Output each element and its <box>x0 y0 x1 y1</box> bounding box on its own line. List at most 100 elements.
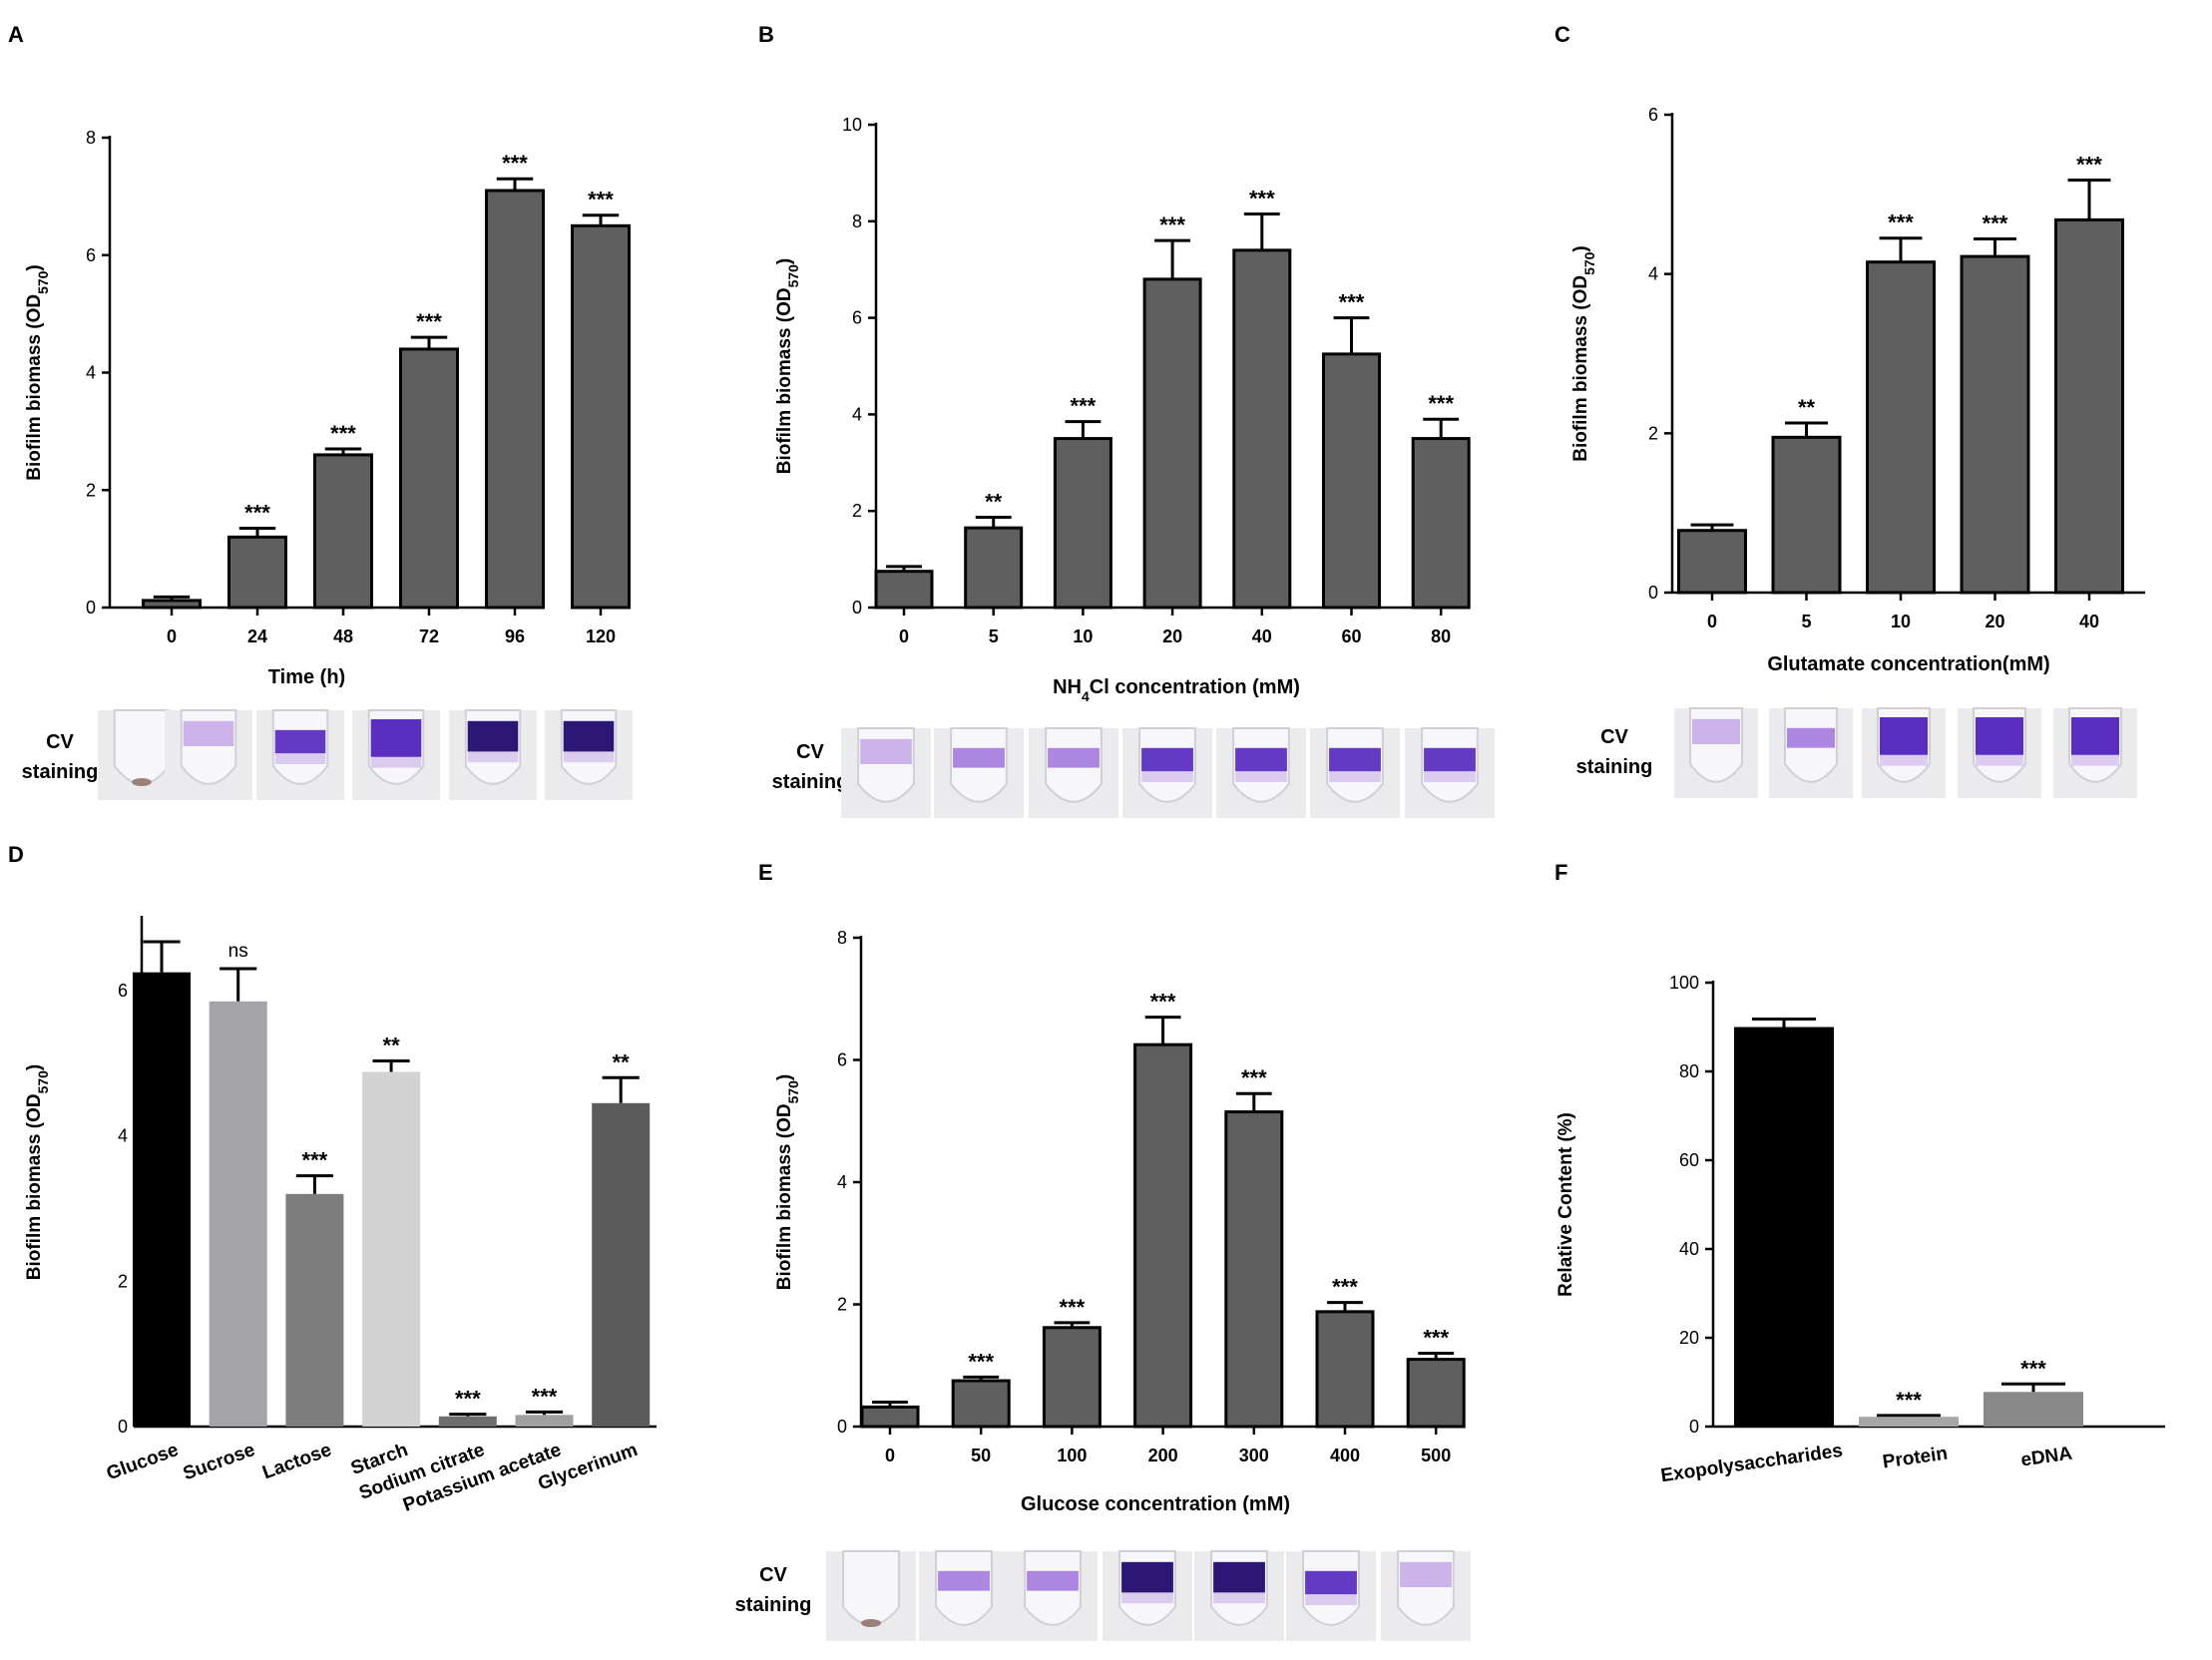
y-tick-label: 0 <box>852 598 862 618</box>
x-tick-label: 40 <box>2079 612 2099 631</box>
x-axis-label: NH4Cl concentration (mM) <box>1053 676 1300 704</box>
bar-0 <box>142 599 202 610</box>
cv-tube-A-5 <box>545 709 633 800</box>
y-tick-label: 4 <box>1648 264 1658 284</box>
y-tick-label: 2 <box>837 1295 847 1315</box>
x-tick-label: 10 <box>1891 612 1911 631</box>
x-tick-label: Exopolysaccharides <box>1659 1441 1844 1486</box>
cv-tube-B-0 <box>841 727 931 818</box>
cv-tube-E-2 <box>1008 1550 1098 1641</box>
bar-sodium-citrate <box>438 1416 497 1427</box>
x-axis-label-sub: 4 <box>1082 688 1090 704</box>
cv-tube-E-4 <box>1194 1550 1284 1641</box>
y-axis-label-main: Biofilm biomass (OD <box>24 294 45 481</box>
significance-mark: *** <box>244 501 270 526</box>
significance-mark: *** <box>1159 212 1185 237</box>
bar-protein <box>1859 1417 1959 1427</box>
x-tick-label: 48 <box>333 626 353 646</box>
y-axis-label-end: ) <box>774 1074 795 1080</box>
bar-40 <box>1232 248 1292 610</box>
panel-E: E 0 2 4 6 8 Biofilm biomass (OD570) 0 *** 50 *** 10… <box>735 860 1471 1641</box>
bar-20 <box>1142 277 1202 610</box>
y-axis-label-main: Biofilm biomass (OD <box>774 1103 795 1290</box>
y-tick-label: 100 <box>1669 973 1699 993</box>
bar-96 <box>485 189 545 610</box>
cv-staining-label: CV <box>759 1564 787 1586</box>
bar-120 <box>571 223 631 610</box>
x-tick-label: 100 <box>1057 1446 1087 1465</box>
bar-0 <box>1677 529 1747 595</box>
y-axis-label: Biofilm biomass (OD570) <box>24 264 51 481</box>
cv-tube-glass <box>842 1550 900 1626</box>
significance-mark: *** <box>1071 394 1097 419</box>
cv-tube-band-fade <box>1121 1592 1173 1604</box>
cv-tube-A-3 <box>352 709 440 800</box>
y-tick-label: 2 <box>118 1271 128 1291</box>
cv-tube-band <box>1213 1561 1265 1593</box>
cv-staining-row: CV staining <box>22 709 633 800</box>
panel-label: C <box>1554 22 1570 47</box>
cv-tube-band <box>1048 747 1100 768</box>
y-tick-label: 6 <box>118 981 128 1001</box>
cv-tube-band <box>1400 1561 1452 1587</box>
significance-mark: *** <box>1060 1295 1086 1320</box>
cv-tube-band-fade <box>274 753 326 764</box>
x-axis-label-post: Cl concentration (mM) <box>1090 676 1300 698</box>
y-tick-label: 4 <box>837 1172 847 1192</box>
panel-B: B 0 2 4 6 8 10 Biofilm biomass (OD570) 0 ** 5 *** 10… <box>758 22 1495 818</box>
panel-label: E <box>758 860 773 885</box>
significance-mark: *** <box>330 421 356 446</box>
y-tick-label: 2 <box>852 501 862 521</box>
x-tick-label: 5 <box>989 626 999 646</box>
bar-glucose <box>133 972 191 1427</box>
y-axis-label: Biofilm biomass (OD570) <box>24 1064 51 1281</box>
y-tick-label: 60 <box>1679 1150 1699 1170</box>
bar-40 <box>2054 217 2124 595</box>
cv-tube-E-6 <box>1381 1550 1471 1641</box>
x-tick-label: 400 <box>1330 1446 1360 1465</box>
cv-tube-B-6 <box>1405 727 1495 818</box>
bar-200 <box>1133 1042 1193 1429</box>
cv-tube-E-1 <box>919 1550 1009 1641</box>
x-tick-label: 10 <box>1073 626 1093 646</box>
panel-D: D 0 2 4 6 Biofilm biomass (OD570) Glucose ns Suc… <box>8 842 657 1516</box>
bar-edna <box>1984 1392 2083 1427</box>
significance-mark: *** <box>2076 152 2102 177</box>
significance-mark: ** <box>383 1034 401 1058</box>
cv-tube-E-3 <box>1103 1550 1192 1641</box>
x-tick-label: Lactose <box>259 1440 334 1483</box>
significance-mark: *** <box>1241 1065 1267 1090</box>
y-tick-label: 8 <box>837 928 847 948</box>
cv-tube-band <box>1121 1561 1173 1593</box>
bar-72 <box>399 347 459 610</box>
bar-10 <box>1866 260 1936 595</box>
y-tick-label: 0 <box>118 1417 128 1437</box>
y-tick-label: 0 <box>86 598 96 618</box>
y-axis-label-sub: 570 <box>1581 251 1597 275</box>
significance-mark: *** <box>1896 1388 1922 1413</box>
x-tick-label: 300 <box>1239 1446 1269 1465</box>
cv-tube-band <box>1786 727 1836 748</box>
cv-staining-row: CV staining <box>772 727 1495 818</box>
cv-tube-band <box>1235 747 1287 772</box>
x-tick-label: 500 <box>1421 1446 1451 1465</box>
panel-F: F 0 20 40 60 80 100 Relative Content (%) Exopoly… <box>1554 860 2165 1486</box>
cv-tube-band <box>1879 717 1929 755</box>
y-tick-label: 2 <box>1648 423 1658 443</box>
significance-mark: *** <box>1249 187 1275 211</box>
cv-staining-label: CV <box>46 731 74 753</box>
y-tick-label: 8 <box>852 211 862 231</box>
x-tick-label: 40 <box>1252 626 1272 646</box>
cv-tube-band <box>953 747 1005 768</box>
bar-48 <box>313 453 373 610</box>
cv-tube-A-1 <box>165 709 252 800</box>
cv-tube-band <box>1691 718 1741 744</box>
significance-mark: *** <box>2020 1356 2046 1381</box>
bar-60 <box>1322 352 1381 610</box>
panel-label: F <box>1554 860 1567 885</box>
bar-300 <box>1224 1110 1284 1429</box>
cv-staining-label: CV <box>796 741 824 763</box>
y-axis-label: Biofilm biomass (OD570) <box>774 258 801 475</box>
bar-50 <box>951 1379 1011 1429</box>
